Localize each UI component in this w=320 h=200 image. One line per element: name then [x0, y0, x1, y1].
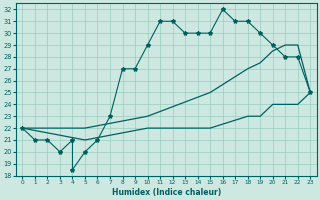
- X-axis label: Humidex (Indice chaleur): Humidex (Indice chaleur): [112, 188, 221, 197]
